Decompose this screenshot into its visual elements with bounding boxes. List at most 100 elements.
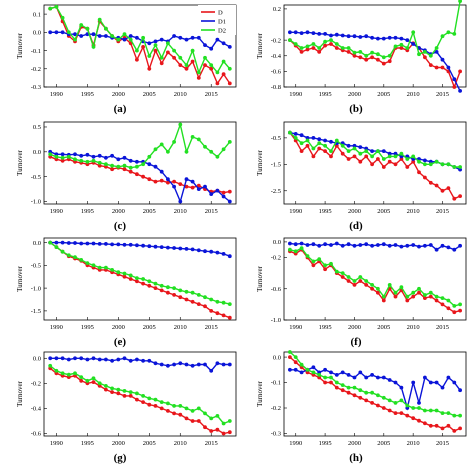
panel-a: 0.1 0.0 -0.1 -0.2 -0.3 1990 1995 2000 2005 2010 20… [16, 4, 237, 115]
data-point-d1 [423, 158, 427, 163]
y-tick-label: -0.2 [271, 255, 281, 262]
data-point-d1 [288, 30, 292, 35]
x-tick-label: 2000 [112, 440, 125, 447]
panel-h: 0.0 -0.1 -0.2 -0.3 1990 1995 2000 2005 2010 2015 T… [256, 350, 467, 464]
x-tick-label: 1995 [319, 324, 332, 331]
data-point-d2 [376, 52, 380, 57]
panel-label: (f) [351, 336, 362, 348]
data-point-d1 [334, 241, 339, 246]
data-point-d2 [370, 50, 374, 55]
y-tick-label: -0.2 [31, 66, 41, 73]
x-tick-label: 2005 [377, 91, 390, 98]
data-point-d1 [48, 30, 53, 35]
data-point-d1 [358, 35, 363, 39]
panel-e: 0.0 -0.5 -1.0 -1.5 1990 1995 2000 2005 2010 2015 T… [16, 237, 237, 348]
data-point-d1 [358, 145, 363, 150]
data-point-d2 [60, 155, 65, 160]
data-point-d [358, 279, 363, 283]
series-line-d [49, 242, 231, 319]
data-point-d2 [203, 144, 207, 149]
x-tick-label: 2010 [174, 208, 187, 215]
data-point-d1 [293, 30, 298, 35]
data-point-d2 [215, 70, 220, 75]
y-axis-label: Turnover [256, 149, 264, 175]
y-tick-label: -0.2 [31, 381, 41, 388]
data-point-d [393, 411, 398, 415]
data-point-d2 [387, 398, 392, 403]
data-point-d1 [159, 362, 164, 367]
data-point-d [135, 57, 139, 62]
data-point-d1 [370, 243, 374, 248]
data-point-d1 [381, 242, 386, 247]
data-point-d [104, 387, 108, 392]
data-point-d1 [329, 370, 333, 375]
data-point-d1 [91, 154, 96, 159]
y-axis-label: Turnover [256, 32, 264, 58]
data-point-d2 [66, 372, 71, 377]
data-point-d1 [48, 356, 53, 361]
data-point-d1 [209, 368, 214, 373]
data-point-d [446, 423, 451, 428]
data-point-d2 [227, 302, 232, 306]
data-point-d2 [293, 136, 298, 140]
data-point-d [434, 183, 439, 188]
data-point-d1 [147, 358, 152, 363]
data-point-d1 [66, 357, 71, 362]
data-point-d2 [172, 404, 177, 408]
data-point-d [393, 162, 398, 167]
data-point-d2 [346, 385, 351, 390]
x-tick-label: 2000 [348, 324, 361, 331]
data-point-d [166, 180, 170, 185]
panel-d: -0.5 -1.5 -2.5 1990 1995 2000 2005 2010 2015 Turn… [256, 121, 467, 232]
data-point-d2 [135, 164, 139, 169]
data-point-d [79, 378, 84, 383]
x-tick-label: 2015 [436, 208, 449, 215]
data-point-d2 [288, 130, 292, 135]
data-point-d2 [122, 271, 127, 276]
data-point-d2 [346, 275, 351, 279]
data-point-d2 [411, 154, 416, 159]
data-point-d1 [128, 34, 133, 38]
data-point-d1 [364, 242, 369, 247]
plot-frame [43, 351, 237, 437]
data-point-d [128, 169, 133, 174]
data-point-d2 [73, 37, 77, 42]
data-point-d [209, 66, 214, 71]
data-point-d2 [178, 404, 183, 408]
data-point-d [370, 162, 374, 167]
series-line-d [49, 367, 230, 435]
y-tick-label: -1.0 [31, 199, 41, 206]
data-point-d2 [417, 52, 421, 57]
data-point-d2 [60, 249, 65, 254]
data-point-d2 [452, 304, 457, 308]
data-point-d2 [358, 50, 363, 54]
data-point-d1 [381, 36, 386, 41]
plot-frame [283, 4, 467, 88]
data-point-d2 [305, 138, 310, 143]
data-point-d2 [434, 46, 439, 50]
data-point-d2 [178, 122, 183, 127]
data-point-d2 [423, 50, 427, 54]
data-point-d1 [209, 192, 214, 197]
data-point-d2 [458, 165, 462, 169]
data-point-d1 [417, 244, 421, 249]
data-point-d [376, 290, 380, 295]
data-point-d2 [172, 286, 177, 290]
data-point-d [166, 290, 170, 295]
data-point-d [381, 165, 386, 169]
data-point-d [417, 170, 421, 175]
data-point-d2 [85, 261, 90, 265]
series-line-d2 [289, 247, 461, 307]
panel-label: (b) [349, 103, 363, 115]
data-point-d [299, 149, 304, 154]
data-point-d1 [135, 35, 139, 40]
data-point-d1 [116, 357, 121, 362]
series-line-d2 [49, 242, 230, 305]
legend: D D1 D2 [198, 5, 236, 35]
data-point-d2 [116, 164, 121, 169]
data-point-d [411, 416, 416, 421]
data-point-d [346, 279, 351, 283]
data-point-d2 [190, 48, 195, 53]
data-point-d [434, 298, 439, 303]
